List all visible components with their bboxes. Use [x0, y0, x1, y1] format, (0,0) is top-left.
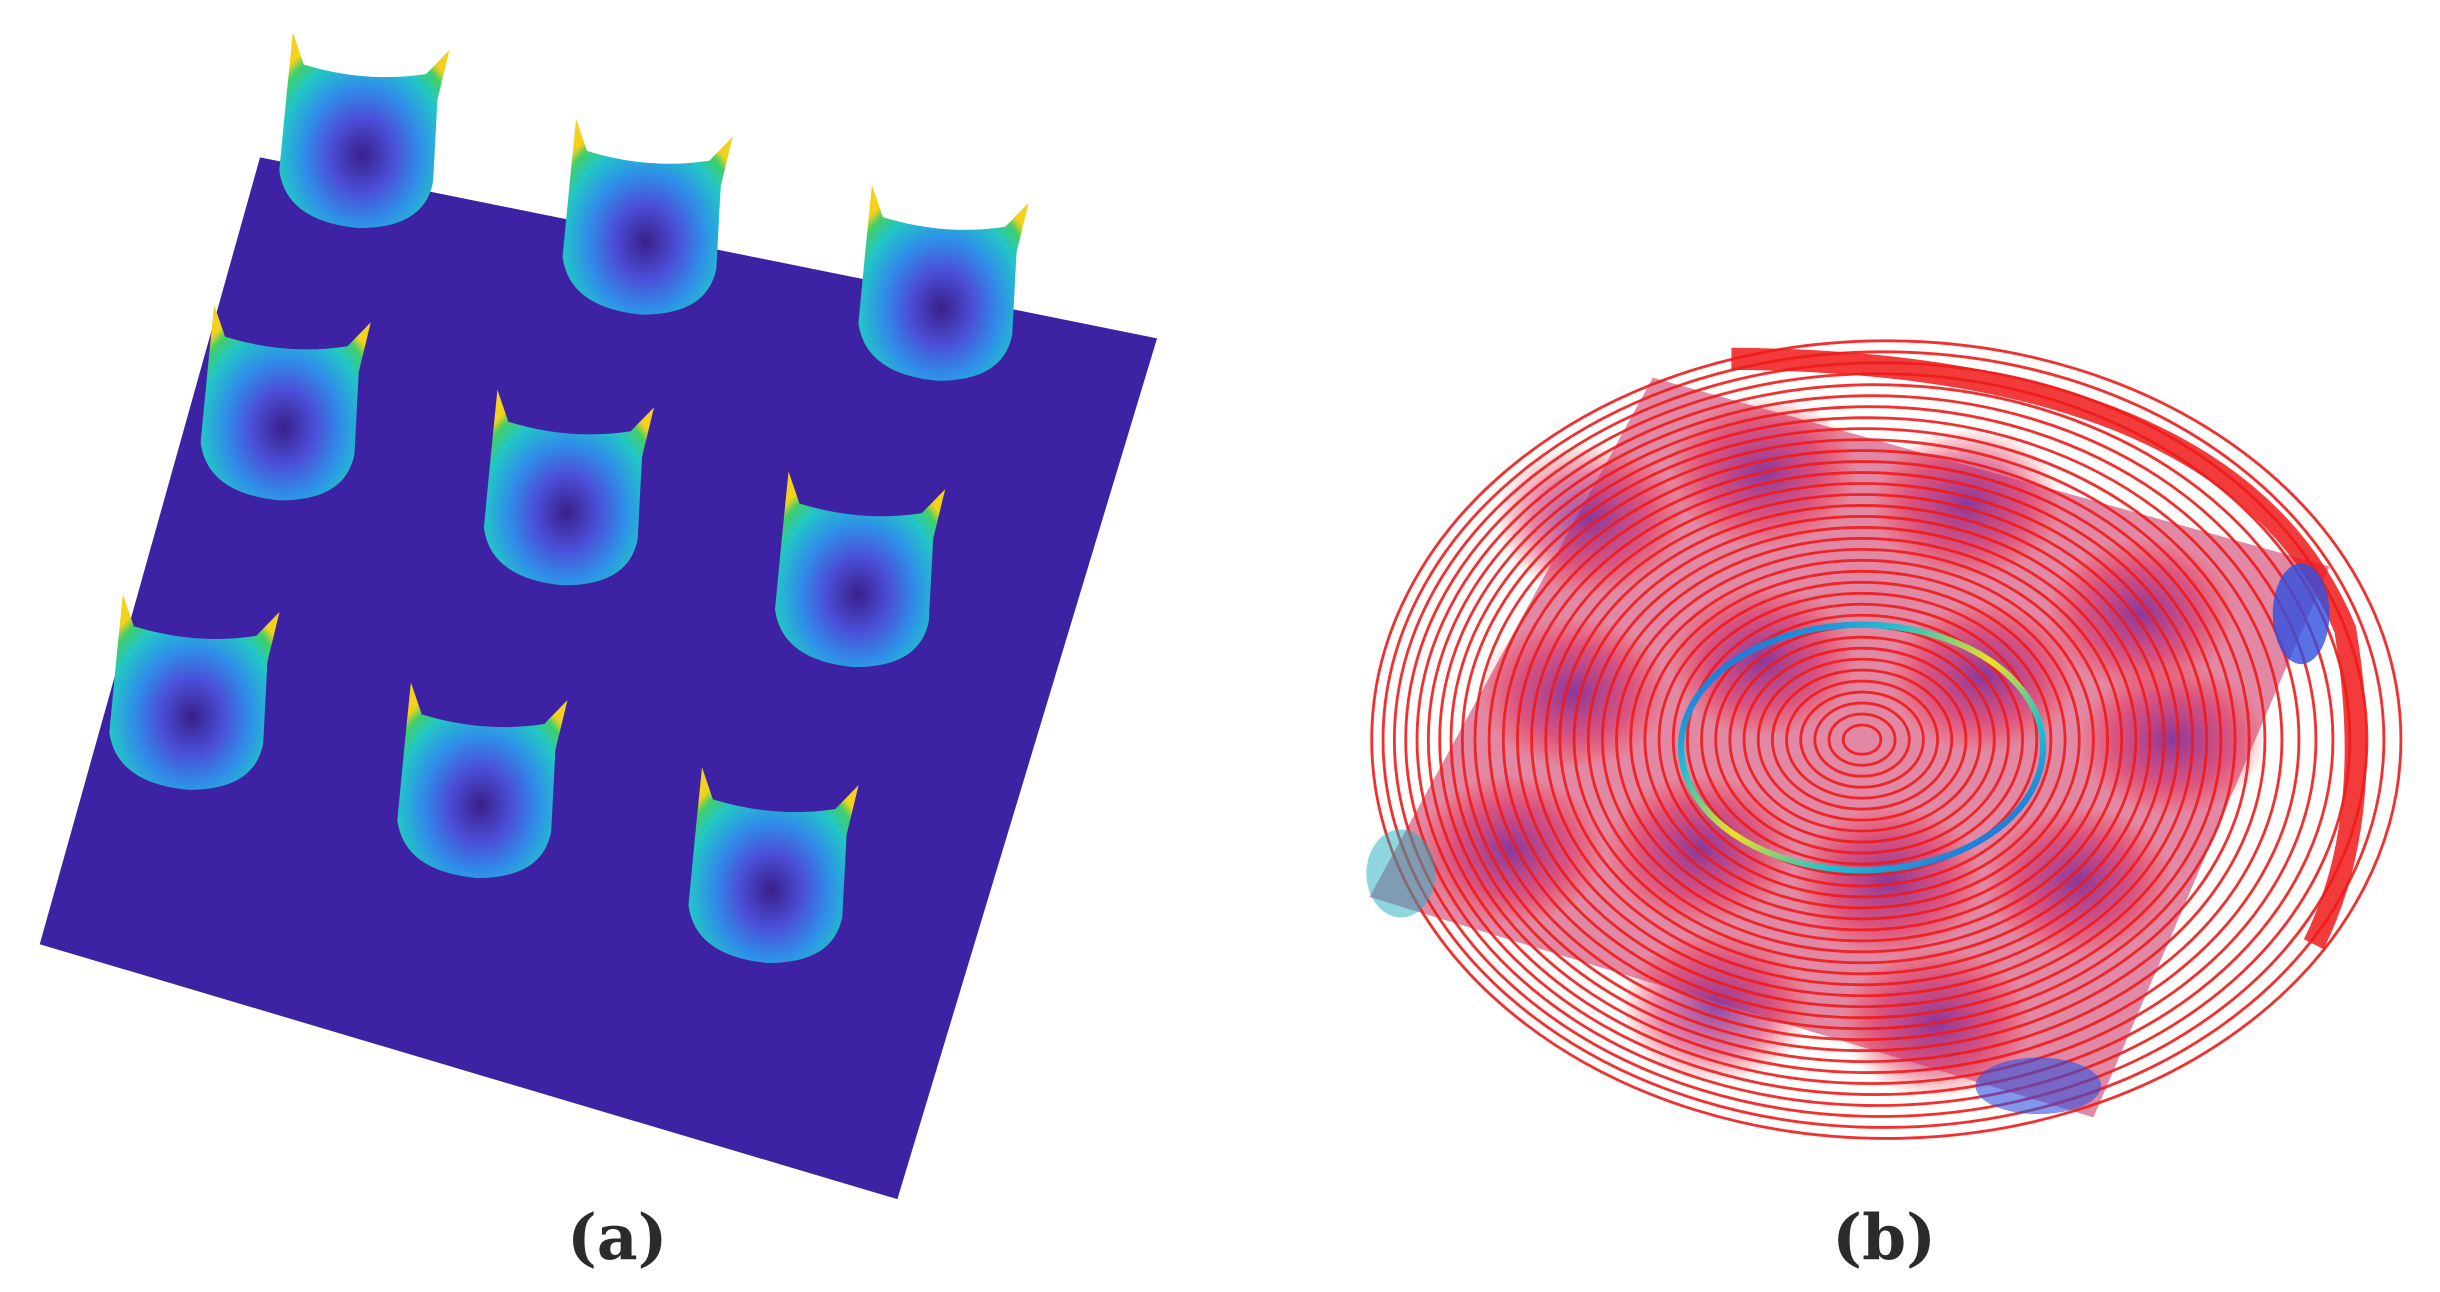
ring — [1586, 526, 2138, 954]
ring — [1770, 668, 1954, 811]
lens-cup — [858, 185, 1029, 381]
ring — [1426, 394, 2318, 1085]
ring — [1460, 427, 2267, 1053]
lens-cup — [775, 471, 946, 668]
lens-cup — [562, 118, 733, 315]
ring — [1615, 547, 2109, 932]
ring — [1785, 679, 1940, 800]
lens-blob — [1479, 616, 1669, 768]
ring — [1544, 493, 2180, 987]
ring — [1381, 350, 2386, 1129]
lens-cup — [279, 32, 450, 229]
ring — [1370, 339, 2403, 1140]
lens-cup — [688, 767, 859, 963]
panel-b — [1366, 339, 2403, 1140]
ring — [1643, 569, 2081, 910]
ring — [1501, 460, 2223, 1020]
ring — [1600, 536, 2124, 943]
lens-cup — [109, 594, 280, 790]
lens-cup — [483, 389, 655, 586]
ring — [1572, 515, 2152, 965]
panel-label: (b) — [1832, 1200, 1936, 1274]
ring — [1558, 504, 2166, 976]
ring — [1685, 602, 2039, 877]
lens-blob — [1983, 805, 2173, 957]
ring — [1516, 471, 2209, 1009]
lens-cup — [200, 304, 371, 501]
ring — [1700, 613, 2024, 866]
ring — [1813, 701, 1911, 778]
center-ring — [1677, 621, 2047, 874]
ring — [1487, 449, 2237, 1031]
panel-a — [39, 32, 1158, 1200]
corner-patch — [1366, 829, 1436, 918]
lens-cup — [397, 682, 568, 879]
ring — [1827, 712, 1897, 767]
ring — [1756, 657, 1968, 822]
ring — [1728, 635, 1996, 844]
ring — [1671, 591, 2053, 888]
ring — [1449, 416, 2284, 1064]
ring — [1841, 723, 1883, 756]
ring — [1742, 646, 1982, 833]
corner-patch — [2272, 563, 2330, 665]
lens-blob — [2077, 664, 2267, 816]
ring — [1438, 405, 2301, 1075]
ring — [1657, 580, 2067, 899]
ring — [1530, 482, 2194, 998]
corner-patch — [1975, 1057, 2102, 1115]
panel-label: (a) — [567, 1200, 667, 1274]
ring — [1473, 438, 2251, 1042]
ring — [1799, 690, 1925, 789]
ring — [1415, 383, 2335, 1096]
ring — [1629, 558, 2095, 921]
